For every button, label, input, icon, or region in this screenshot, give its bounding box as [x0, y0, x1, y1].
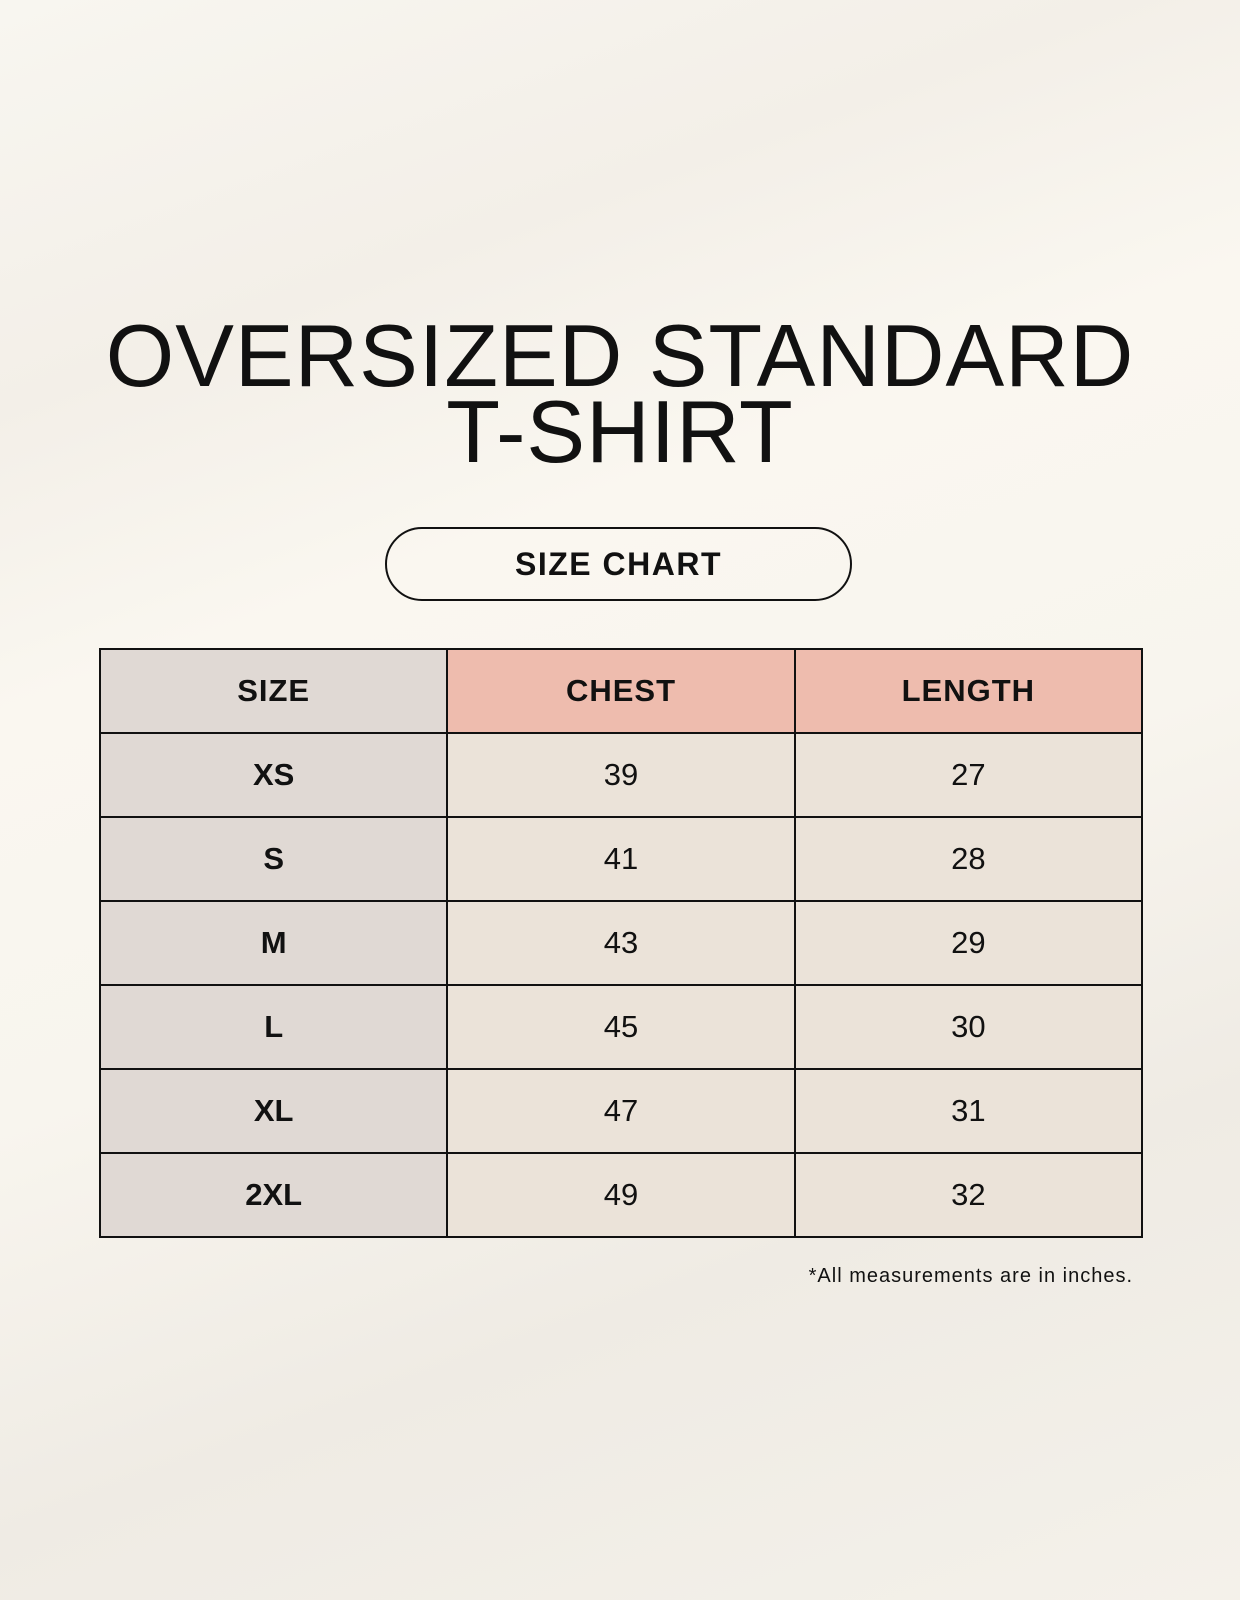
header-length: LENGTH: [793, 648, 1144, 734]
table-row: XL 47 31: [98, 1068, 1144, 1154]
length-cell: 29: [793, 900, 1144, 986]
size-chart-badge: SIZE CHART: [385, 527, 852, 601]
chest-cell: 43: [446, 900, 796, 986]
table-row: M 43 29: [98, 900, 1144, 986]
chest-cell: 39: [446, 732, 796, 818]
chest-cell: 49: [446, 1152, 796, 1238]
length-cell: 31: [793, 1068, 1144, 1154]
header-chest: CHEST: [446, 648, 796, 734]
table-row: L 45 30: [98, 984, 1144, 1070]
title-line-2: T-SHIRT: [446, 382, 794, 481]
size-table: SIZE CHEST LENGTH XS 39 27 S 41 28 M 43 29 L 45 30 X…: [98, 648, 1144, 1238]
length-cell: 30: [793, 984, 1144, 1070]
length-cell: 27: [793, 732, 1144, 818]
chest-cell: 45: [446, 984, 796, 1070]
size-cell: S: [98, 816, 449, 902]
chest-cell: 47: [446, 1068, 796, 1154]
length-cell: 32: [793, 1152, 1144, 1238]
page-title: OVERSIZED STANDARD T-SHIRT: [0, 306, 1240, 481]
table-row: 2XL 49 32: [98, 1152, 1144, 1238]
header-size: SIZE: [98, 648, 449, 734]
size-cell: L: [98, 984, 449, 1070]
size-cell: M: [98, 900, 449, 986]
chest-cell: 41: [446, 816, 796, 902]
length-cell: 28: [793, 816, 1144, 902]
size-cell: 2XL: [98, 1152, 449, 1238]
table-row: XS 39 27: [98, 732, 1144, 818]
title-line-1: OVERSIZED STANDARD: [105, 306, 1135, 405]
table-row: S 41 28: [98, 816, 1144, 902]
size-cell: XL: [98, 1068, 449, 1154]
table-header-row: SIZE CHEST LENGTH: [98, 648, 1144, 734]
footnote: *All measurements are in inches.: [808, 1265, 1133, 1287]
size-cell: XS: [98, 732, 449, 818]
